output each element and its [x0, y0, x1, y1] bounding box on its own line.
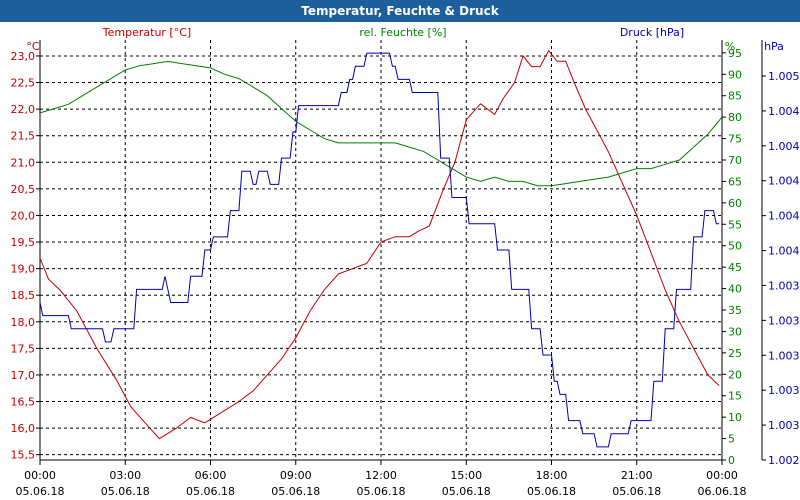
x-tick-time: 18:00: [536, 469, 568, 482]
temperature-tick-label: 20,0: [11, 209, 36, 222]
x-tick-date: 05.06.18: [16, 485, 65, 498]
axis-ticks: 00:00 05.06.18 03:00 05.06.18 06:00 05.06.18 0…: [11, 47, 800, 498]
humidity-tick-label: 65: [728, 175, 742, 188]
pressure-tick-label: 1.003: [768, 384, 800, 397]
temperature-tick-label: 23,0: [11, 50, 36, 63]
humidity-tick-label: 95: [728, 47, 742, 60]
temperature-tick-label: 18,5: [11, 289, 36, 302]
humidity-tick-label: 45: [728, 261, 742, 274]
temperature-tick-label: 21,5: [11, 130, 36, 143]
humidity-tick-label: 35: [728, 304, 742, 317]
pressure-tick-label: 1.003: [768, 279, 800, 292]
pressure-axis-label: Druck [hPa]: [620, 26, 684, 39]
temperature-axis-label: Temperatur [°C]: [102, 26, 191, 39]
temperature-tick-label: 16,0: [11, 422, 36, 435]
temperature-tick-label: 18,0: [11, 316, 36, 329]
humidity-tick-label: 80: [728, 111, 742, 124]
humidity-tick-label: 85: [728, 90, 742, 103]
humidity-unit-label: %: [725, 40, 735, 53]
pressure-tick-label: 1.004: [768, 140, 800, 153]
temperature-tick-label: 20,5: [11, 183, 36, 196]
x-tick-time: 21:00: [621, 469, 653, 482]
x-tick-time: 15:00: [450, 469, 482, 482]
x-tick-date: 05.06.18: [357, 485, 406, 498]
humidity-tick-label: 70: [728, 154, 742, 167]
window-title: Temperatur, Feuchte & Druck: [0, 0, 800, 22]
x-tick-date: 05.06.18: [442, 485, 491, 498]
pressure-tick-label: 1.003: [768, 419, 800, 432]
temperature-tick-label: 19,5: [11, 236, 36, 249]
humidity-tick-label: 40: [728, 283, 742, 296]
chart-series: [39, 49, 723, 448]
temperature-tick-label: 16,5: [11, 396, 36, 409]
humidity-tick-label: 50: [728, 240, 742, 253]
x-tick-time: 06:00: [195, 469, 227, 482]
pressure-tick-label: 1.004: [768, 175, 800, 188]
x-tick-date: 05.06.18: [186, 485, 235, 498]
humidity-tick-label: 55: [728, 218, 742, 231]
temperature-tick-label: 17,0: [11, 369, 36, 382]
pressure-tick-label: 1.003: [768, 314, 800, 327]
series-line-temperature: [39, 49, 720, 440]
x-tick-time: 12:00: [365, 469, 397, 482]
series-line-pressure: [39, 52, 720, 448]
series-line-humidity: [39, 60, 723, 187]
humidity-tick-label: 10: [728, 411, 742, 424]
pressure-tick-label: 1.002: [768, 454, 800, 467]
pressure-tick-label: 1.004: [768, 245, 800, 258]
x-tick-date: 05.06.18: [271, 485, 320, 498]
x-tick-date: 06.06.18: [698, 485, 747, 498]
pressure-unit-label: hPa: [764, 40, 784, 53]
humidity-tick-label: 30: [728, 325, 742, 338]
x-tick-date: 05.06.18: [101, 485, 150, 498]
pressure-tick-label: 1.004: [768, 210, 800, 223]
temperature-unit-label: °C: [26, 40, 40, 53]
humidity-tick-label: 75: [728, 133, 742, 146]
x-tick-time: 09:00: [280, 469, 312, 482]
humidity-axis-label: rel. Feuchte [%]: [359, 26, 446, 39]
temperature-tick-label: 22,0: [11, 103, 36, 116]
humidity-tick-label: 20: [728, 368, 742, 381]
pressure-tick-label: 1.004: [768, 105, 800, 118]
x-tick-time: 00:00: [706, 469, 738, 482]
pressure-tick-label: 1.005: [768, 70, 800, 83]
temperature-tick-label: 21,0: [11, 156, 36, 169]
x-tick-date: 05.06.18: [527, 485, 576, 498]
temperature-tick-label: 15,5: [11, 449, 36, 462]
chart-grid: [40, 40, 722, 460]
temperature-tick-label: 17,5: [11, 342, 36, 355]
x-tick-date: 05.06.18: [612, 485, 661, 498]
humidity-tick-label: 5: [728, 433, 735, 446]
temperature-tick-label: 19,0: [11, 263, 36, 276]
x-tick-time: 03:00: [109, 469, 141, 482]
humidity-tick-label: 90: [728, 68, 742, 81]
humidity-tick-label: 0: [728, 454, 735, 467]
humidity-tick-label: 15: [728, 390, 742, 403]
x-tick-time: 00:00: [24, 469, 56, 482]
humidity-tick-label: 60: [728, 197, 742, 210]
temperature-tick-label: 22,5: [11, 77, 36, 90]
pressure-tick-label: 1.003: [768, 349, 800, 362]
humidity-tick-label: 25: [728, 347, 742, 360]
